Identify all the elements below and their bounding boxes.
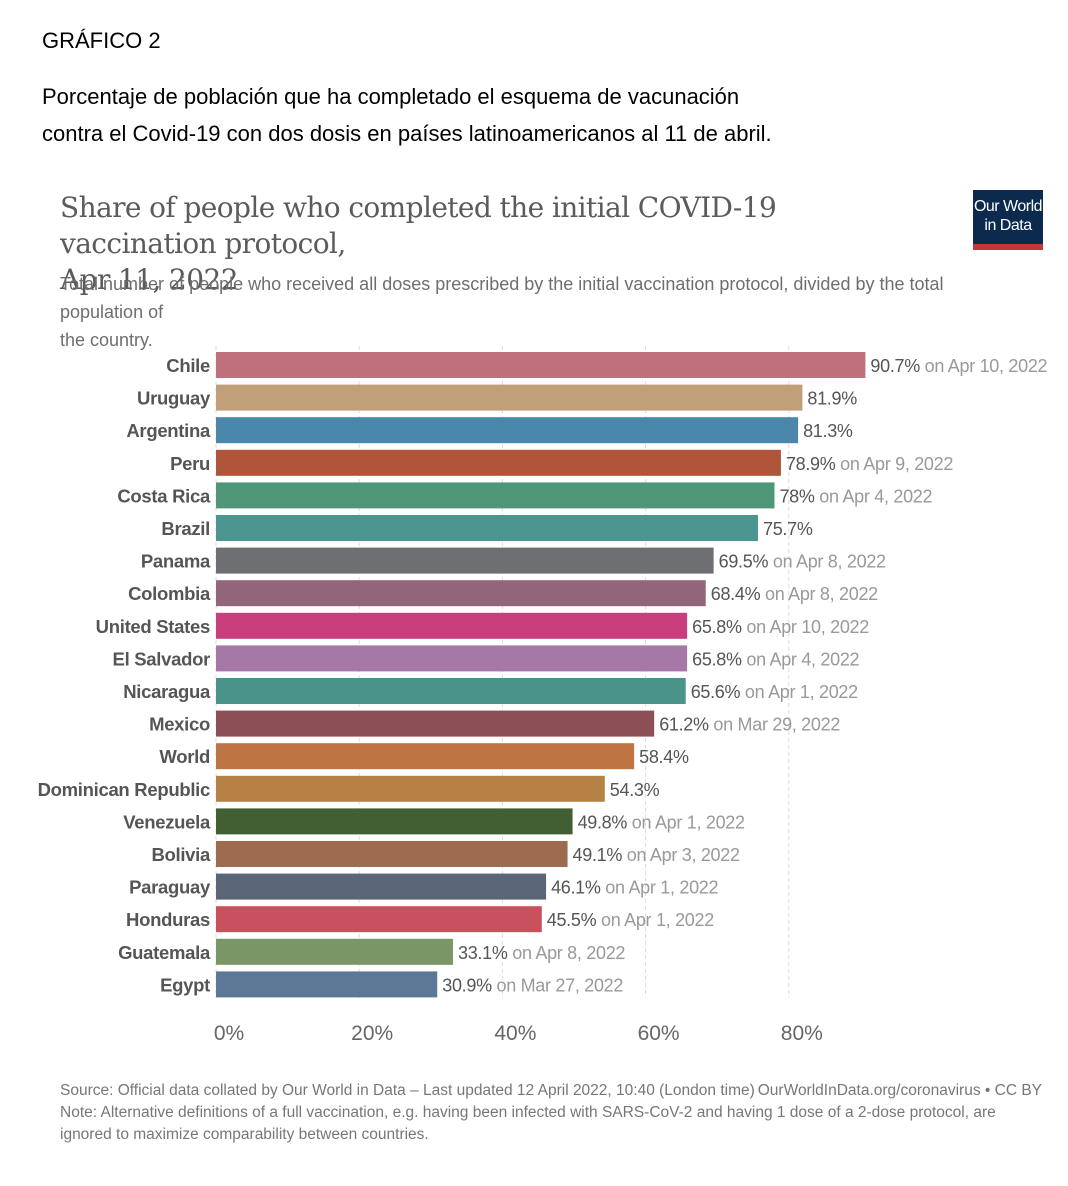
bar-value-label: 49.8% on Apr 1, 2022 xyxy=(578,812,745,832)
chart-footer: Source: Official data collated by Our Wo… xyxy=(60,1080,1050,1146)
bar-value-label: 30.9% on Mar 27, 2022 xyxy=(442,975,623,995)
bar-value-label: 81.9% xyxy=(807,389,857,409)
chart-title-line-1: Share of people who completed the initia… xyxy=(60,191,777,260)
bar-date-label: on Apr 8, 2022 xyxy=(508,943,626,963)
bar-category-label: Costa Rica xyxy=(117,485,211,506)
bar xyxy=(216,678,686,704)
logo-line-2: in Data xyxy=(984,217,1032,234)
bar-category-label: Bolivia xyxy=(151,844,211,865)
bar-value-label: 69.5% on Apr 8, 2022 xyxy=(719,552,886,572)
bar-value-label: 49.1% on Apr 3, 2022 xyxy=(573,845,740,865)
bar-date-label: on Apr 9, 2022 xyxy=(835,454,953,474)
bar xyxy=(216,971,438,998)
bar-value-label: 81.3% xyxy=(803,421,853,441)
bar-chart: 0% 20% 40% 60% 80% Chile 90.7% on Apr 10, 2022… xyxy=(38,346,1048,1045)
document-title-line-2: contra el Covid-19 con dos dosis en país… xyxy=(42,121,772,146)
bar-value-label: 46.1% on Apr 1, 2022 xyxy=(551,878,718,898)
bar-category-label: Chile xyxy=(166,355,210,376)
bar-category-label: United States xyxy=(96,616,210,637)
bar-category-label: Mexico xyxy=(149,714,210,735)
source-text: Source: Official data collated by Our Wo… xyxy=(60,1082,755,1099)
document-title: Porcentaje de población que ha completad… xyxy=(42,78,942,152)
bar-value-label: 68.4% on Apr 8, 2022 xyxy=(711,584,878,604)
bar xyxy=(216,710,655,737)
bar-date-label: on Apr 8, 2022 xyxy=(760,584,878,604)
document-label: GRÁFICO 2 xyxy=(42,28,161,53)
bar-category-label: Venezuela xyxy=(123,811,211,832)
chart-subtitle: Total number of people who received all … xyxy=(60,270,1030,354)
owid-logo[interactable]: Our World in Data xyxy=(973,190,1043,250)
bar xyxy=(216,417,799,444)
bar xyxy=(216,775,605,802)
bar-category-label: Egypt xyxy=(160,974,210,995)
bar xyxy=(216,482,775,509)
bar-date-label: on Mar 29, 2022 xyxy=(709,715,841,735)
bar-category-label: Paraguay xyxy=(129,877,211,898)
bar-value-label: 61.2% on Mar 29, 2022 xyxy=(659,715,840,735)
bar xyxy=(216,352,866,378)
bar-date-label: on Apr 8, 2022 xyxy=(768,552,886,572)
bar-value-label: 75.7% xyxy=(763,519,813,539)
bar xyxy=(216,645,688,672)
bar-category-label: El Salvador xyxy=(113,648,211,669)
bar-category-label: Peru xyxy=(170,453,210,474)
bar-category-label: Brazil xyxy=(161,518,210,539)
bar xyxy=(216,547,714,574)
bar-value-label: 78% on Apr 4, 2022 xyxy=(779,486,932,506)
bar xyxy=(216,515,759,541)
bar-value-label: 65.8% on Apr 4, 2022 xyxy=(692,649,859,669)
bar xyxy=(216,841,568,867)
chart-subtitle-line-1: Total number of people who received all … xyxy=(60,274,944,322)
chart-title: Share of people who completed the initia… xyxy=(60,190,940,298)
bar-category-label: Honduras xyxy=(126,909,210,930)
document-title-line-1: Porcentaje de población que ha completad… xyxy=(42,84,740,109)
x-tick-label: 20% xyxy=(351,1022,393,1045)
bar-date-label: on Apr 1, 2022 xyxy=(740,682,858,702)
note-line-2: ignored to maximize comparability betwee… xyxy=(60,1126,429,1143)
x-tick-label: 60% xyxy=(638,1022,680,1045)
bar xyxy=(216,906,542,933)
bar xyxy=(216,938,453,965)
bar xyxy=(216,808,573,835)
bar-category-label: World xyxy=(159,746,210,767)
bar-category-label: Nicaragua xyxy=(123,681,211,702)
bar xyxy=(216,743,635,770)
x-tick-label: 80% xyxy=(781,1022,823,1045)
bar-category-label: Panama xyxy=(141,551,211,572)
bar-value-label: 45.5% on Apr 1, 2022 xyxy=(547,910,714,930)
bar-date-label: on Mar 27, 2022 xyxy=(492,975,624,995)
bar xyxy=(216,580,706,607)
x-tick-label: 0% xyxy=(214,1022,244,1045)
bar xyxy=(216,384,803,411)
bar-category-label: Guatemala xyxy=(118,942,211,963)
bar-value-label: 33.1% on Apr 8, 2022 xyxy=(458,943,625,963)
bar-value-label: 65.8% on Apr 10, 2022 xyxy=(692,617,869,637)
bar-date-label: on Apr 1, 2022 xyxy=(601,878,719,898)
bar-date-label: on Apr 10, 2022 xyxy=(742,617,870,637)
x-tick-label: 40% xyxy=(494,1022,536,1045)
credit-link[interactable]: OurWorldInData.org/coronavirus • CC BY xyxy=(757,1082,1042,1099)
bar-date-label: on Apr 4, 2022 xyxy=(742,649,860,669)
bar-date-label: on Apr 1, 2022 xyxy=(596,910,714,930)
bar-category-label: Uruguay xyxy=(137,388,211,409)
bar-value-label: 54.3% xyxy=(610,780,660,800)
bar-date-label: on Apr 10, 2022 xyxy=(920,356,1048,376)
bar-date-label: on Apr 4, 2022 xyxy=(815,486,933,506)
bar xyxy=(216,873,547,900)
bar-category-label: Colombia xyxy=(128,583,211,604)
bar-category-label: Dominican Republic xyxy=(38,779,210,800)
bar-value-label: 78.9% on Apr 9, 2022 xyxy=(786,454,953,474)
bar-date-label: on Apr 1, 2022 xyxy=(627,812,745,832)
bar-category-label: Argentina xyxy=(126,420,211,441)
bar-value-label: 58.4% xyxy=(639,747,689,767)
bar-value-label: 65.6% on Apr 1, 2022 xyxy=(691,682,858,702)
chart-subtitle-line-2: the country. xyxy=(60,330,153,350)
bar-date-label: on Apr 3, 2022 xyxy=(622,845,740,865)
bar xyxy=(216,449,781,476)
logo-line-1: Our World xyxy=(973,198,1043,215)
bar xyxy=(216,612,688,639)
chart-title-line-2: Apr 11, 2022 xyxy=(60,263,239,296)
note-line-1: Note: Alternative definitions of a full … xyxy=(60,1104,996,1121)
bar-value-label: 90.7% on Apr 10, 2022 xyxy=(870,356,1047,376)
